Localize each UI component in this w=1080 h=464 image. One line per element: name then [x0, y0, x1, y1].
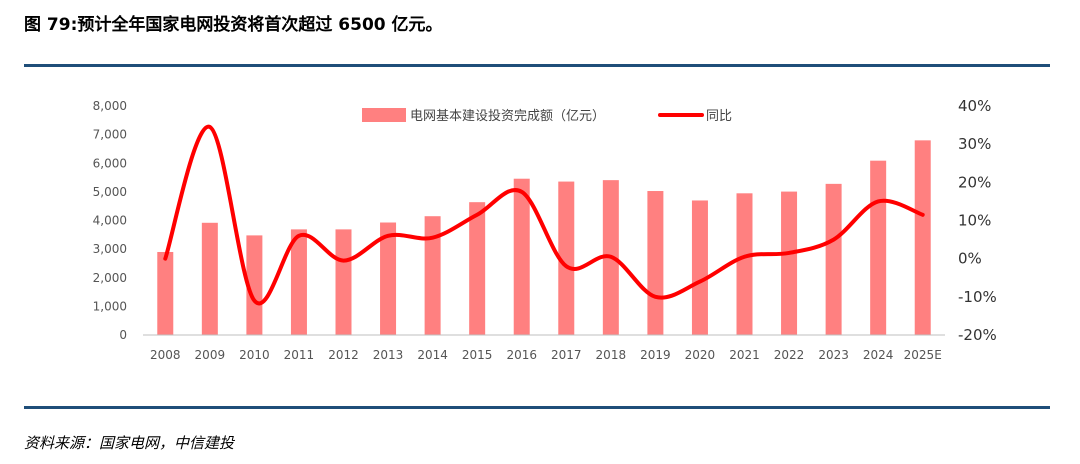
left-axis-tick-label: 0 — [119, 328, 127, 342]
legend-bar-label: 电网基本建设投资完成额（亿元） — [410, 108, 605, 124]
bar — [558, 181, 575, 335]
left-axis-ticks: 0 1,000 2,000 3,000 4,000 5,000 6,000 7,000 8,00… — [93, 99, 127, 342]
x-axis-tick-label: 2013 — [373, 348, 404, 362]
x-axis-tick-label: 2024 — [863, 348, 894, 362]
left-axis-tick-label: 1,000 — [93, 299, 127, 313]
x-axis-tick-label: 2018 — [596, 348, 627, 362]
bar — [914, 140, 931, 335]
right-axis-tick-label: -10% — [958, 288, 997, 306]
left-axis-tick-label: 7,000 — [93, 128, 127, 142]
left-axis-tick-label: 2,000 — [93, 271, 127, 285]
bar — [246, 235, 263, 335]
bottom-rule — [24, 406, 1050, 409]
right-axis-ticks: -20% -10% 0% 10% 20% 30% 40% — [958, 97, 997, 344]
x-axis-tick-label: 2010 — [239, 348, 270, 362]
right-axis-tick-label: 40% — [958, 97, 991, 115]
x-axis-tick-label: 2025E — [904, 348, 942, 362]
legend-line-label: 同比 — [706, 109, 732, 124]
right-axis-tick-label: 20% — [958, 173, 991, 191]
top-rule — [24, 64, 1050, 67]
bar — [380, 222, 397, 335]
right-axis-tick-label: 0% — [958, 250, 982, 268]
legend: 电网基本建设投资完成额（亿元） 同比 — [362, 108, 732, 124]
bar — [513, 178, 530, 335]
bar — [290, 229, 307, 335]
bar — [335, 229, 352, 335]
x-axis-tick-label: 2023 — [818, 348, 849, 362]
left-axis-tick-label: 5,000 — [93, 185, 127, 199]
bar — [647, 191, 664, 335]
bar — [691, 200, 708, 335]
x-axis-ticks: 2008 2009 2010 2011 2012 2013 2014 2015 2016 2017… — [150, 348, 942, 362]
bar — [157, 251, 174, 335]
right-axis-tick-label: 30% — [958, 135, 991, 153]
figure-title: 图 79:预计全年国家电网投资将首次超过 6500 亿元。 — [24, 15, 443, 35]
x-axis-tick-label: 2008 — [150, 348, 181, 362]
right-axis-tick-label: 10% — [958, 212, 991, 230]
x-axis-tick-label: 2012 — [328, 348, 359, 362]
x-axis-tick-label: 2021 — [729, 348, 760, 362]
bar — [781, 191, 798, 335]
x-axis-tick-label: 2020 — [685, 348, 716, 362]
x-axis-tick-label: 2011 — [284, 348, 315, 362]
x-axis-tick-label: 2019 — [640, 348, 671, 362]
right-axis-tick-label: -20% — [958, 326, 997, 344]
yoy-line — [163, 124, 925, 306]
bar — [469, 202, 486, 335]
x-axis-tick-label: 2016 — [506, 348, 537, 362]
x-axis-tick-label: 2015 — [462, 348, 493, 362]
bar — [825, 183, 842, 335]
bar-series — [157, 140, 931, 335]
legend-bar-swatch — [362, 108, 406, 122]
left-axis-tick-label: 4,000 — [93, 214, 127, 228]
x-axis-tick-label: 2014 — [417, 348, 448, 362]
x-axis-tick-label: 2009 — [195, 348, 226, 362]
x-axis-tick-label: 2017 — [551, 348, 582, 362]
source-note: 资料来源：国家电网，中信建投 — [24, 434, 235, 452]
left-axis-tick-label: 8,000 — [93, 99, 127, 113]
x-axis-tick-label: 2022 — [774, 348, 805, 362]
left-axis-tick-label: 3,000 — [93, 242, 127, 256]
bar — [201, 222, 218, 335]
bar — [870, 160, 887, 335]
bar — [736, 193, 753, 335]
left-axis-tick-label: 6,000 — [93, 156, 127, 170]
bar — [424, 216, 441, 335]
